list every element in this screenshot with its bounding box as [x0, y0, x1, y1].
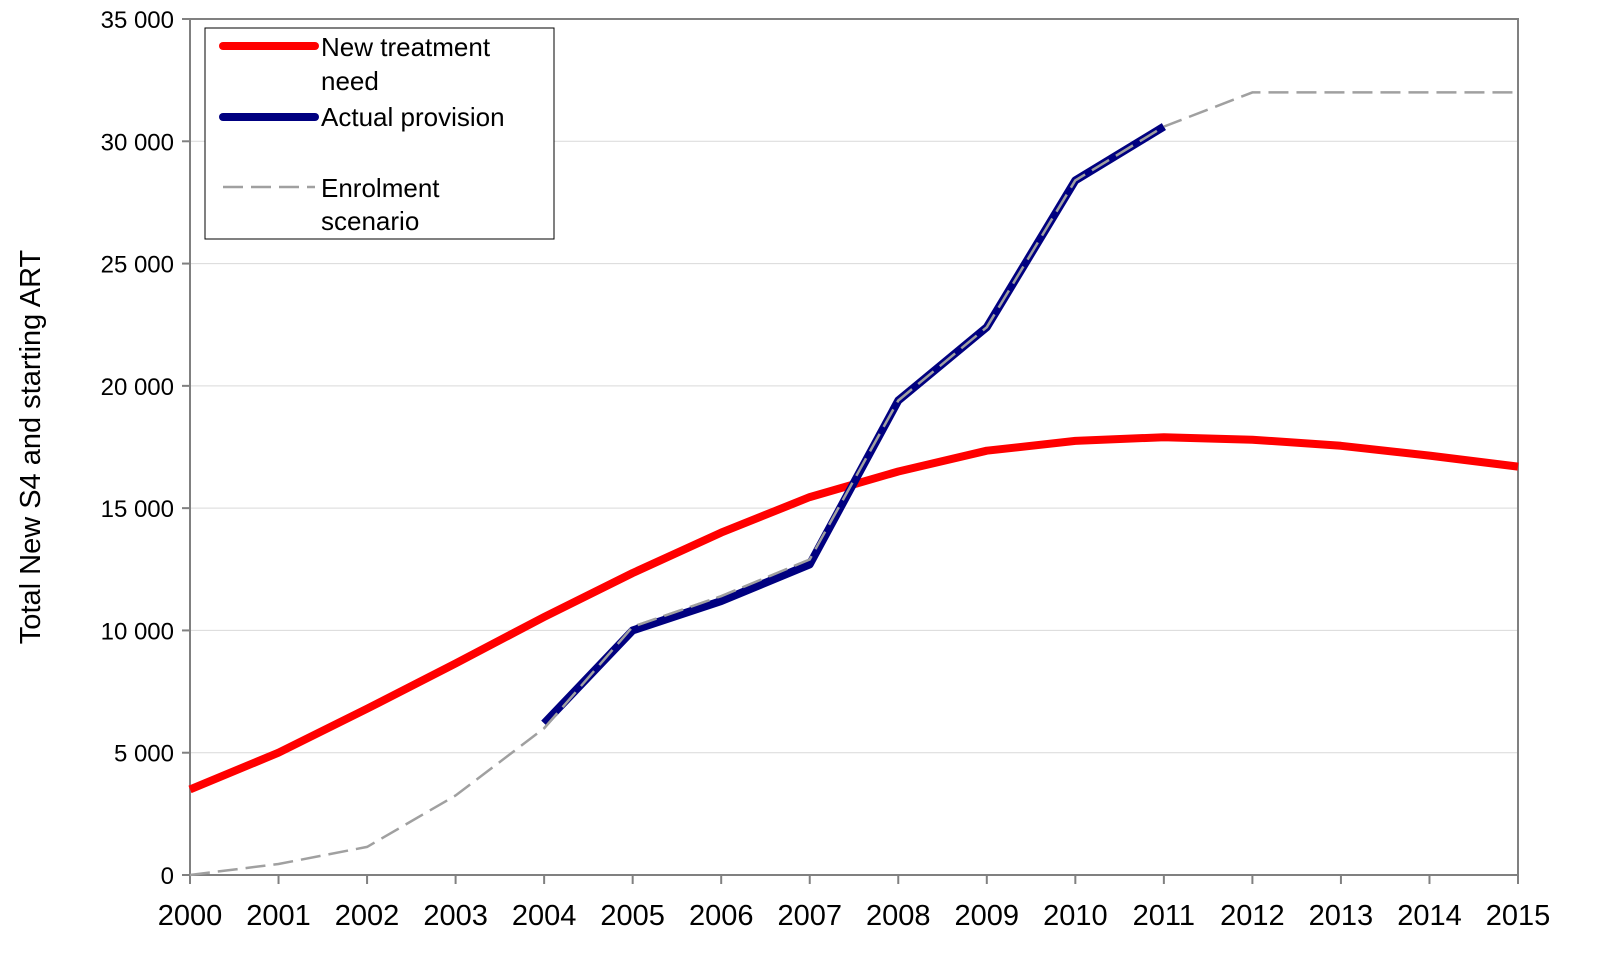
- x-tick-label: 2005: [600, 900, 665, 932]
- y-axis-label: Total New S4 and starting ART: [15, 250, 47, 645]
- legend-label-new-treatment-need-line1: New treatment: [321, 32, 491, 62]
- x-tick-label: 2012: [1220, 900, 1285, 932]
- legend-label-enrolment-scenario-line1: Enrolment: [321, 173, 440, 203]
- x-tick-label: 2001: [246, 900, 311, 932]
- x-tick-label: 2002: [335, 900, 400, 932]
- series-line-actual-provision: [541, 123, 1166, 727]
- y-tick-label: 20 000: [101, 374, 174, 401]
- plot-area-frame: [189, 18, 1519, 876]
- x-tick-label: 2014: [1397, 900, 1462, 932]
- x-tick-label: 2015: [1486, 900, 1551, 932]
- series-line-enrolment-scenario: [189, 91, 1518, 877]
- x-tick-label: 2000: [158, 900, 223, 932]
- legend-label-new-treatment-need-line2: need: [321, 66, 379, 96]
- y-tick-label: 30 000: [101, 129, 174, 156]
- y-tick-label: 15 000: [101, 496, 174, 523]
- legend-box: [204, 27, 555, 240]
- x-axis-ticks: 2000 2001 2002 2003 2004 2005 2006 2007 2008 2009…: [158, 875, 1551, 932]
- y-tick-label: 5 000: [114, 741, 174, 768]
- legend-label-actual-provision: Actual provision: [321, 102, 505, 132]
- y-tick-label: 10 000: [101, 618, 174, 645]
- x-tick-label: 2006: [689, 900, 754, 932]
- x-tick-label: 2003: [423, 900, 488, 932]
- legend-label-enrolment-scenario-line2: scenario: [321, 206, 419, 236]
- x-tick-label: 2007: [777, 900, 842, 932]
- x-tick-label: 2010: [1043, 900, 1108, 932]
- x-tick-label: 2004: [512, 900, 577, 932]
- x-tick-label: 2008: [866, 900, 931, 932]
- x-tick-label: 2009: [955, 900, 1020, 932]
- series-line-enrolment-scenario-overlay: [543, 125, 1165, 730]
- x-tick-label: 2011: [1133, 900, 1195, 932]
- legend: New treatment need Actual provision Enro…: [204, 27, 555, 240]
- series-lines: [188, 91, 1519, 877]
- y-axis-ticks: 0 5 000 10 000 15 000 20 000 25 000 30 000 35 0…: [101, 7, 190, 890]
- y-tick-label: 25 000: [101, 252, 174, 279]
- y-tick-label: 0: [161, 863, 174, 890]
- x-tick-label: 2013: [1309, 900, 1374, 932]
- y-tick-label: 35 000: [101, 7, 174, 34]
